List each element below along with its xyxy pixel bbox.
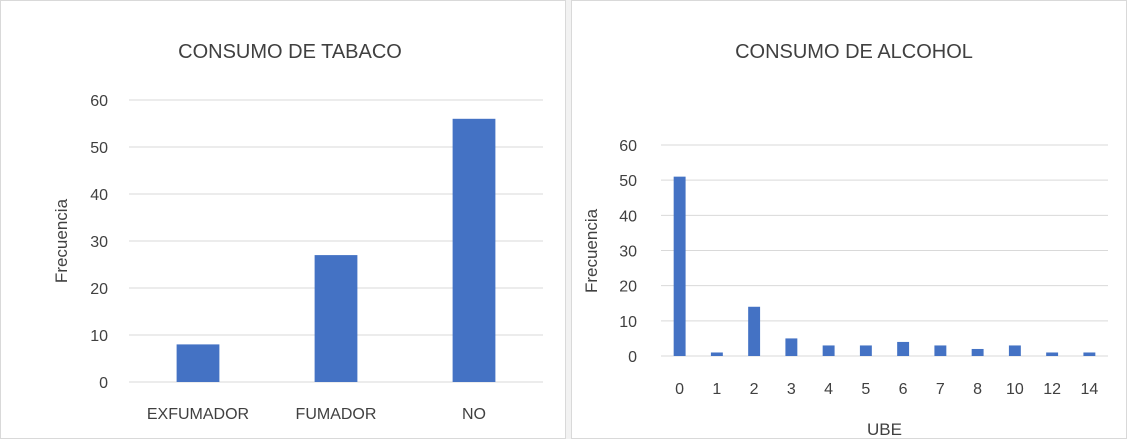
y-tick-label: 0	[99, 375, 108, 392]
y-tick-label: 30	[619, 244, 637, 261]
bar	[710, 352, 723, 356]
y-tick-label: 20	[619, 279, 637, 296]
alcohol-chart: CONSUMO DE ALCOHOL0102030405060Frecuenci…	[582, 41, 1108, 439]
x-tick-label: 3	[787, 381, 796, 398]
bar	[859, 345, 872, 356]
x-tick-label: 2	[750, 381, 759, 398]
bar	[452, 118, 496, 383]
y-tick-label: 40	[90, 187, 108, 204]
y-tick-label: 10	[90, 328, 108, 345]
x-tick-label: 6	[899, 381, 908, 398]
chart-title: CONSUMO DE TABACO	[178, 41, 402, 63]
x-tick-label: NO	[462, 406, 486, 423]
bar	[314, 255, 358, 382]
x-tick-label: 8	[973, 381, 982, 398]
bar	[785, 338, 798, 356]
bar	[176, 344, 220, 382]
panel-divider	[566, 0, 571, 439]
bar	[897, 341, 910, 356]
x-tick-label: 1	[712, 381, 721, 398]
bar	[1046, 352, 1059, 356]
tabaco-chart: CONSUMO DE TABACO 0 10 20 30 40 50 60 Frecuencia…	[52, 41, 543, 423]
bar	[748, 306, 761, 356]
tabaco-chart-panel: CONSUMO DE TABACO 0 10 20 30 40 50 60 Frecuencia…	[0, 0, 566, 439]
y-tick-label: 20	[90, 281, 108, 298]
chart-title: CONSUMO DE ALCOHOL	[735, 41, 973, 63]
bar	[673, 176, 686, 356]
x-tick-label: 0	[675, 381, 684, 398]
x-tick-label: 10	[1006, 381, 1024, 398]
x-tick-label: 5	[861, 381, 870, 398]
x-tick-label: 4	[824, 381, 833, 398]
x-tick-label: EXFUMADOR	[147, 406, 249, 423]
bar	[934, 345, 947, 356]
bar	[822, 345, 835, 356]
y-tick-label: 60	[619, 138, 637, 155]
x-tick-label: 12	[1043, 381, 1061, 398]
x-tick-label: 7	[936, 381, 945, 398]
alcohol-chart-panel: CONSUMO DE ALCOHOL 0 10 20 30 40 50 60 Frecuenci…	[571, 0, 1127, 439]
bar	[1083, 352, 1096, 356]
x-axis-label: UBE	[867, 420, 902, 439]
bar	[1008, 345, 1021, 356]
x-tick-label: 14	[1080, 381, 1098, 398]
y-axis-label: Frecuencia	[52, 198, 71, 283]
y-tick-label: 60	[90, 93, 108, 110]
y-tick-label: 50	[90, 140, 108, 157]
y-tick-label: 10	[619, 314, 637, 331]
y-tick-label: 30	[90, 234, 108, 251]
y-tick-label: 40	[619, 208, 637, 225]
y-tick-label: 0	[628, 349, 637, 366]
y-tick-label: 50	[619, 173, 637, 190]
x-tick-label: FUMADOR	[296, 406, 377, 423]
bar	[971, 348, 984, 356]
y-axis-label: Frecuencia	[582, 208, 601, 293]
